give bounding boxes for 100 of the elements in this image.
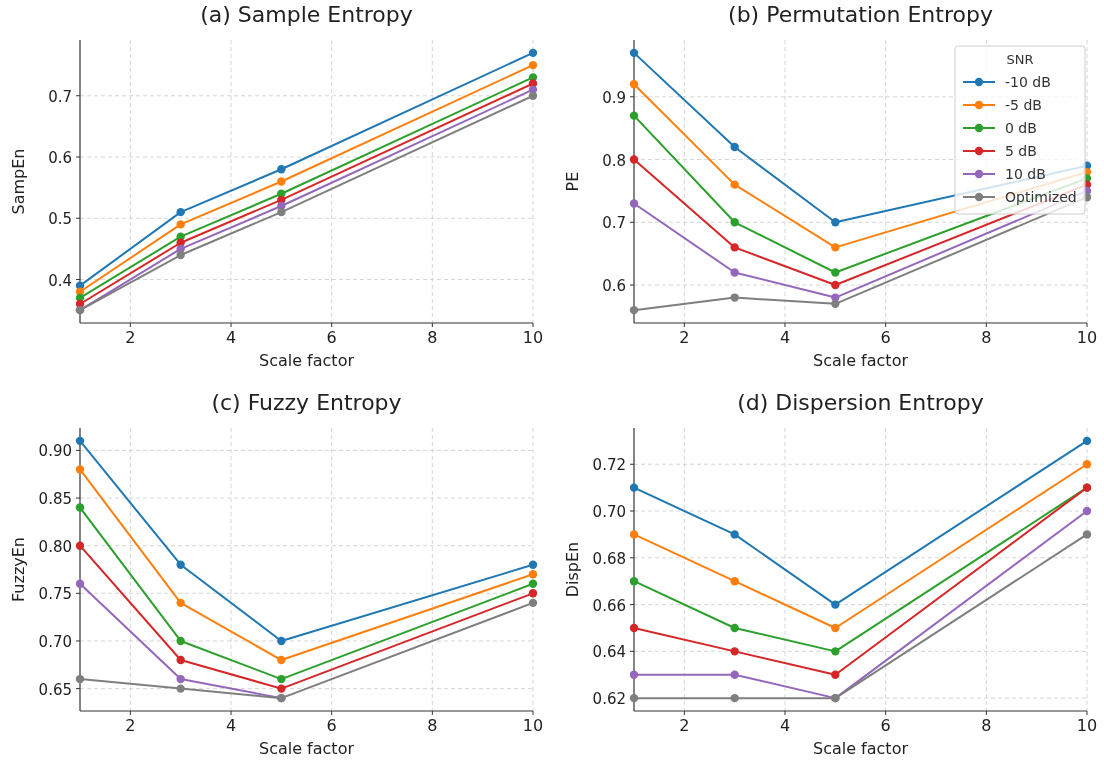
x-axis-title: Scale factor bbox=[258, 739, 355, 758]
y-tick-label: 0.70 bbox=[592, 503, 626, 522]
point bbox=[730, 142, 739, 152]
point bbox=[528, 91, 538, 100]
legend-label: Optimized bbox=[1005, 189, 1077, 205]
y-tick-label: 0.72 bbox=[592, 456, 626, 475]
x-tick-label: 10 bbox=[522, 716, 544, 735]
y-tick-label: 0.90 bbox=[38, 442, 72, 461]
x-tick-label: 2 bbox=[125, 716, 136, 735]
y-tick-label: 0.8 bbox=[602, 151, 626, 170]
x-axis-title: Scale factor bbox=[258, 351, 355, 370]
point bbox=[75, 465, 85, 474]
y-axis-title: SampEn bbox=[9, 148, 28, 215]
point bbox=[730, 293, 739, 302]
x-tick-label: 8 bbox=[427, 328, 438, 347]
point bbox=[730, 693, 739, 703]
legend-label: -5 dB bbox=[1005, 97, 1042, 113]
point bbox=[629, 155, 639, 164]
point bbox=[277, 177, 286, 186]
x-tick-label: 4 bbox=[779, 328, 791, 347]
chart-title: (c) Fuzzy Entropy bbox=[211, 390, 402, 415]
x-tick-label: 4 bbox=[225, 716, 237, 735]
y-tick-label: 0.62 bbox=[592, 690, 626, 709]
point bbox=[629, 693, 639, 703]
point bbox=[730, 670, 739, 679]
point bbox=[629, 111, 639, 120]
point bbox=[629, 80, 639, 89]
y-tick-label: 0.68 bbox=[592, 549, 626, 568]
x-tick-label: 6 bbox=[880, 716, 891, 735]
x-tick-label: 10 bbox=[522, 328, 544, 347]
legend-title: SNR bbox=[1006, 52, 1034, 67]
point bbox=[75, 674, 85, 684]
x-axis-title: Scale factor bbox=[812, 739, 909, 758]
legend-label: 0 dB bbox=[1005, 120, 1037, 136]
x-axis-title: Scale factor bbox=[812, 351, 909, 370]
y-axis-title: PE bbox=[563, 171, 582, 192]
point bbox=[176, 674, 185, 684]
chart-title: (d) Dispersion Entropy bbox=[737, 390, 984, 415]
point bbox=[528, 598, 538, 608]
point bbox=[629, 305, 639, 315]
point bbox=[75, 579, 85, 588]
x-tick-label: 10 bbox=[1076, 716, 1098, 735]
point bbox=[277, 684, 286, 693]
y-axis-title: DispEn bbox=[563, 541, 582, 598]
point bbox=[629, 670, 639, 679]
y-tick-label: 0.6 bbox=[48, 149, 72, 167]
point bbox=[831, 280, 840, 290]
point bbox=[176, 655, 185, 665]
y-tick-label: 0.7 bbox=[602, 214, 626, 233]
point bbox=[1082, 460, 1092, 469]
chart-title: (b) Permutation Entropy bbox=[728, 2, 993, 27]
point bbox=[730, 243, 739, 252]
point bbox=[1082, 506, 1092, 516]
point bbox=[831, 299, 840, 309]
y-tick-label: 0.9 bbox=[602, 88, 626, 107]
point bbox=[75, 541, 85, 550]
point bbox=[528, 60, 538, 70]
y-tick-label: 0.80 bbox=[38, 537, 72, 556]
point bbox=[528, 570, 538, 579]
x-tick-label: 8 bbox=[981, 328, 992, 347]
x-tick-label: 8 bbox=[981, 716, 992, 735]
point bbox=[176, 598, 185, 608]
point bbox=[629, 623, 639, 633]
y-tick-label: 0.5 bbox=[48, 210, 72, 229]
point bbox=[1082, 436, 1092, 446]
point bbox=[831, 600, 840, 609]
point bbox=[176, 250, 185, 260]
x-tick-label: 6 bbox=[326, 716, 337, 735]
point bbox=[831, 623, 840, 633]
y-tick-label: 0.4 bbox=[48, 271, 72, 290]
point bbox=[730, 647, 739, 656]
legend-label: -10 dB bbox=[1005, 74, 1051, 90]
point bbox=[730, 530, 739, 539]
point bbox=[730, 576, 739, 586]
point bbox=[176, 684, 185, 693]
point bbox=[75, 503, 85, 512]
point bbox=[831, 647, 840, 656]
x-tick-label: 4 bbox=[779, 716, 791, 735]
point bbox=[277, 165, 286, 174]
legend-label: 5 dB bbox=[1005, 143, 1037, 159]
y-tick-label: 0.65 bbox=[38, 680, 72, 699]
point bbox=[176, 207, 185, 217]
point bbox=[831, 670, 840, 679]
y-tick-label: 0.7 bbox=[48, 87, 72, 106]
x-tick-label: 2 bbox=[125, 328, 136, 347]
x-tick-label: 10 bbox=[1076, 328, 1098, 347]
point bbox=[277, 674, 286, 684]
point bbox=[528, 589, 538, 598]
x-tick-label: 8 bbox=[427, 716, 438, 735]
point bbox=[730, 218, 739, 227]
x-tick-label: 6 bbox=[880, 328, 891, 347]
point bbox=[629, 530, 639, 539]
point bbox=[528, 48, 538, 58]
y-tick-label: 0.66 bbox=[592, 596, 626, 615]
point bbox=[277, 655, 286, 665]
point bbox=[730, 180, 739, 189]
y-tick-label: 0.85 bbox=[38, 490, 72, 509]
point bbox=[176, 560, 185, 569]
y-tick-label: 0.6 bbox=[602, 277, 626, 296]
point bbox=[730, 268, 739, 277]
